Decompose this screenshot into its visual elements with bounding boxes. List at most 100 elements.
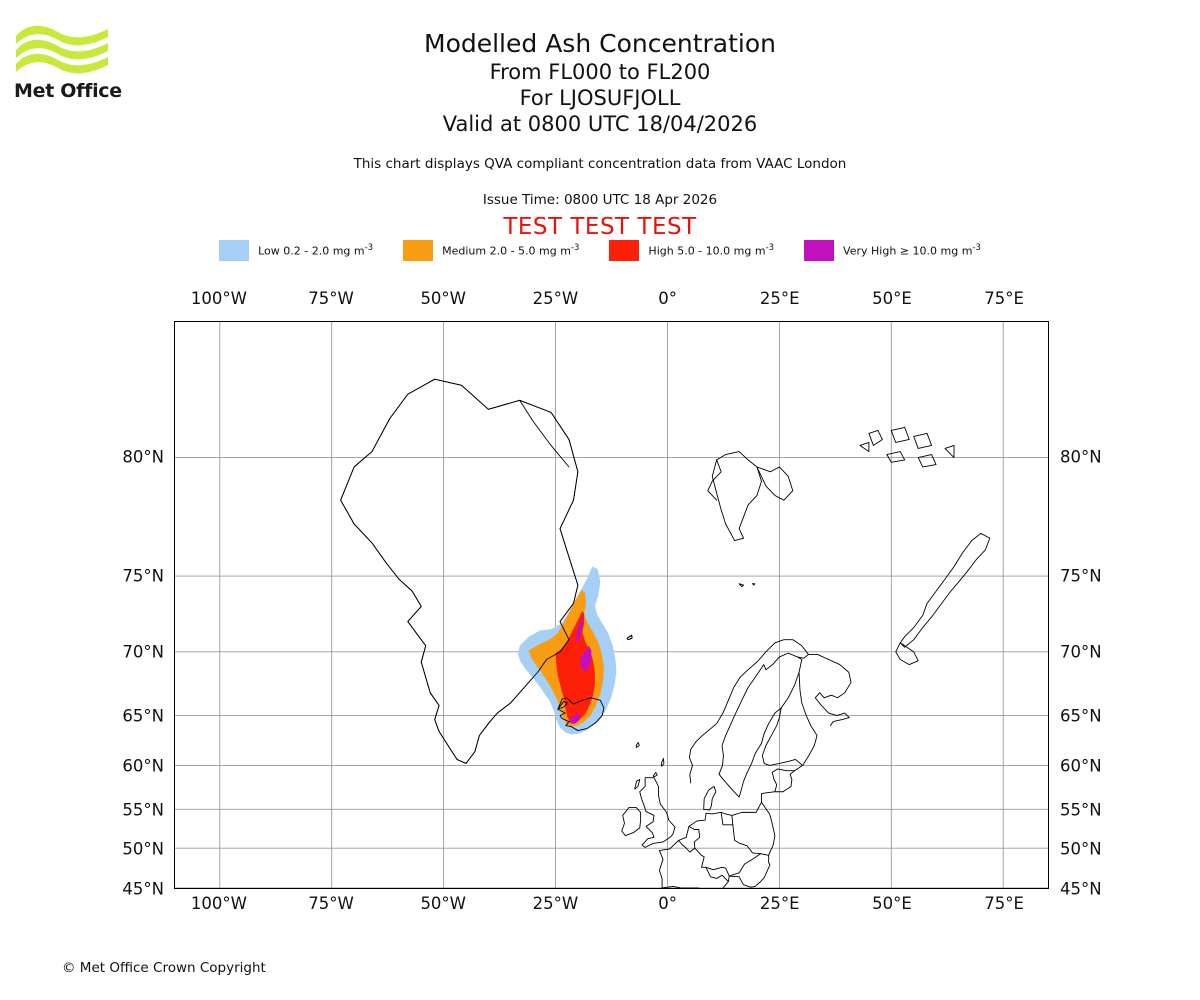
map-coastlines <box>340 378 991 888</box>
flight-level-subtitle: From FL000 to FL200 <box>489 60 711 84</box>
coastline-segment-foreground <box>557 697 605 732</box>
volcano-subtitle: For LJOSUFJOLL <box>519 86 681 110</box>
map-gridlines <box>175 322 1048 888</box>
ash-contour-vhigh-mid <box>580 645 592 671</box>
axis-label-lat-right-65°N: 65°N <box>1060 706 1102 726</box>
legend-swatch-very-high <box>804 240 835 261</box>
coastline-segment <box>780 656 803 709</box>
coastline-segment <box>634 779 641 790</box>
axis-label-lon-bottom-100°W: 100°W <box>190 894 247 913</box>
valid-time-subtitle: Valid at 0800 UTC 18/04/2026 <box>442 112 758 136</box>
chart-note: This chart displays QVA compliant concen… <box>353 156 847 172</box>
coastline-segment <box>688 639 809 784</box>
coastline-segment <box>899 533 991 648</box>
axis-label-lon-bottom-50°E: 50°E <box>872 894 912 913</box>
axis-label-lat-left-80°N: 80°N <box>122 447 164 467</box>
test-banner: TEST TEST TEST <box>503 214 697 240</box>
coastline-segment <box>639 777 676 848</box>
axis-label-lon-bottom-50°W: 50°W <box>420 894 466 913</box>
coastline-segment <box>661 885 700 888</box>
axis-label-lat-right-45°N: 45°N <box>1060 879 1102 899</box>
coastline-segment <box>752 583 756 586</box>
axis-label-lon-top-50°E: 50°E <box>872 289 912 308</box>
coastline-segment <box>944 445 955 458</box>
coastline-segment <box>774 770 796 793</box>
coastline-segment <box>718 707 804 816</box>
coastline-segment <box>886 451 906 463</box>
coastline-segment <box>660 758 665 767</box>
coastline-segment <box>688 825 730 883</box>
met-office-wave-icon <box>16 25 108 74</box>
legend-label-very-high: Very High ≥ 10.0 mg m-3 <box>843 243 981 258</box>
coastline-segment <box>519 399 570 468</box>
axis-label-lat-left-50°N: 50°N <box>122 839 164 859</box>
axis-label-lat-left-60°N: 60°N <box>122 756 164 776</box>
axis-label-lat-right-50°N: 50°N <box>1060 839 1102 859</box>
coastline-segment <box>720 811 734 826</box>
map-container[interactable] <box>174 321 1049 889</box>
ash-plume-overlay <box>517 566 617 735</box>
coastline-segment-foreground <box>340 378 579 764</box>
page-title: Modelled Ash Concentration <box>424 29 776 58</box>
coastline-segment <box>868 429 883 446</box>
met-office-logo: Met Office <box>14 22 124 112</box>
axis-label-lon-top-0°: 0° <box>658 289 677 308</box>
coastline-segment <box>738 583 745 588</box>
legend-label-medium: Medium 2.0 - 5.0 mg m-3 <box>442 243 580 258</box>
coastline-segment <box>703 786 717 811</box>
axis-label-lon-top-75°E: 75°E <box>984 289 1024 308</box>
coastline-segment <box>711 451 762 541</box>
map-canvas <box>175 322 1048 888</box>
axis-label-lon-top-25°E: 25°E <box>759 289 800 308</box>
copyright-notice: © Met Office Crown Copyright <box>62 960 266 976</box>
legend-label-high: High 5.0 - 10.0 mg m-3 <box>648 243 775 258</box>
axis-label-lon-bottom-75°E: 75°E <box>984 894 1024 913</box>
axis-label-lat-right-70°N: 70°N <box>1060 642 1102 662</box>
coastline-segment <box>707 459 722 501</box>
legend-item-very-high[interactable]: Very High ≥ 10.0 mg m-3 <box>804 240 981 261</box>
coastline-segment <box>761 801 776 856</box>
axis-label-lat-right-75°N: 75°N <box>1060 566 1102 586</box>
axis-label-lat-left-75°N: 75°N <box>122 566 164 586</box>
coastline-segment <box>807 653 852 727</box>
issue-time: Issue Time: 0800 UTC 18 Apr 2026 <box>482 192 718 208</box>
coastline-segment <box>621 807 642 837</box>
legend-item-high[interactable]: High 5.0 - 10.0 mg m-3 <box>609 240 774 261</box>
coastline-segment <box>890 426 910 443</box>
axis-label-lon-bottom-25°W: 25°W <box>532 894 579 913</box>
axis-label-lat-left-70°N: 70°N <box>122 642 164 662</box>
legend-item-medium[interactable]: Medium 2.0 - 5.0 mg m-3 <box>403 240 579 261</box>
legend-label-low: Low 0.2 - 2.0 mg m-3 <box>258 243 374 258</box>
axis-label-lat-right-80°N: 80°N <box>1060 447 1102 467</box>
axis-label-lat-left-55°N: 55°N <box>122 800 164 820</box>
coastline-segment-foreground <box>557 701 568 710</box>
coastline-segment <box>678 839 696 853</box>
legend-item-low[interactable]: Low 0.2 - 2.0 mg m-3 <box>219 240 373 261</box>
axis-label-lon-top-50°W: 50°W <box>420 289 466 308</box>
coastline-segment <box>859 442 870 452</box>
ash-contour-vhigh-north <box>576 615 584 643</box>
axis-label-lat-left-65°N: 65°N <box>122 706 164 726</box>
coastline-segment <box>340 378 579 764</box>
coastline-segment <box>705 866 729 888</box>
coastline-segment <box>728 853 771 888</box>
coastline-segment <box>917 454 937 468</box>
met-office-wordmark: Met Office <box>14 80 122 102</box>
coastline-segment <box>658 811 722 851</box>
coastline-segment <box>731 815 762 855</box>
axis-label-lat-left-45°N: 45°N <box>122 879 164 899</box>
axis-label-lon-bottom-0°: 0° <box>658 894 677 913</box>
axis-label-lat-right-55°N: 55°N <box>1060 800 1102 820</box>
coastline-segment <box>652 771 658 778</box>
coastline-segment <box>718 664 767 775</box>
coastline-segment <box>913 432 933 449</box>
coastline-segment <box>895 642 919 666</box>
ash-contour-vhigh-source <box>568 713 580 724</box>
title-block: Modelled Ash Concentration From FL000 to… <box>0 28 1200 137</box>
axis-label-lon-top-25°W: 25°W <box>532 289 579 308</box>
coastline-segment <box>756 466 794 501</box>
axis-label-lon-top-75°W: 75°W <box>308 289 354 308</box>
axis-label-lon-top-100°W: 100°W <box>190 289 247 308</box>
concentration-legend: Low 0.2 - 2.0 mg m-3 Medium 2.0 - 5.0 mg … <box>0 240 1200 261</box>
axis-label-lat-right-60°N: 60°N <box>1060 756 1102 776</box>
